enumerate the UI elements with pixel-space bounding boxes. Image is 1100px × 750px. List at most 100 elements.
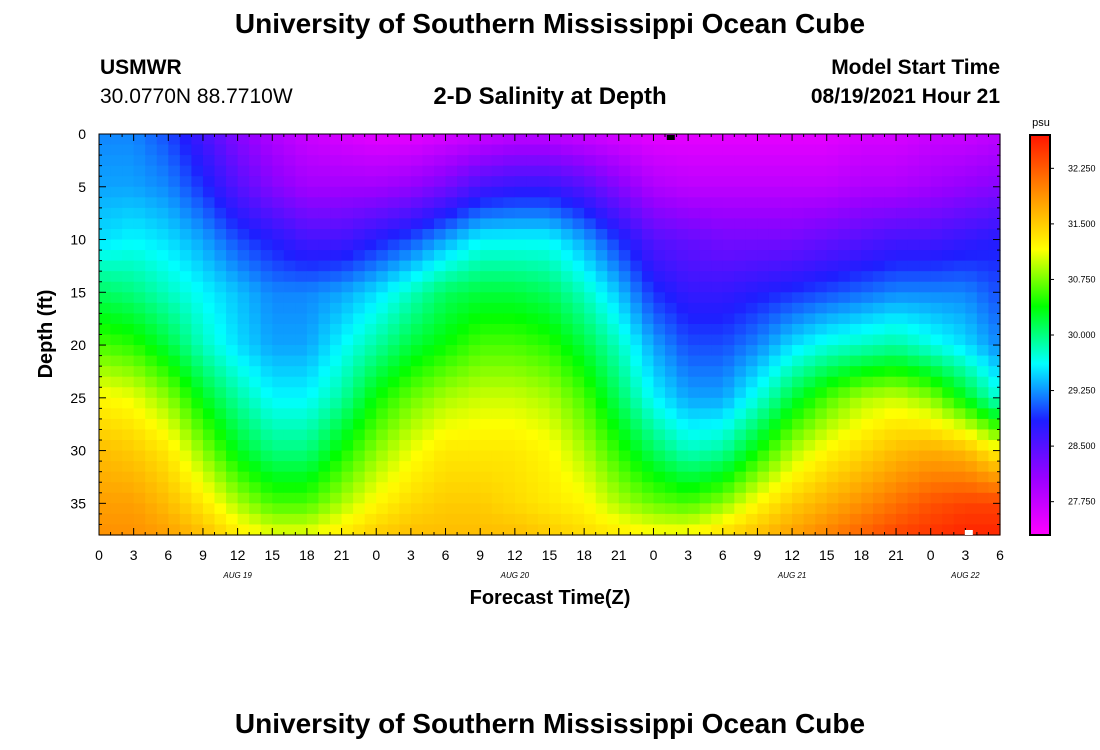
heatmap-cell	[722, 492, 735, 504]
heatmap-cell	[341, 239, 354, 251]
heatmap-cell	[99, 461, 112, 473]
heatmap-cell	[133, 260, 146, 272]
heatmap-cell	[433, 302, 447, 314]
heatmap-cell	[526, 281, 539, 293]
heatmap-cell	[734, 155, 747, 167]
heatmap-cell	[688, 418, 701, 431]
heatmap-cell	[283, 207, 296, 220]
heatmap-cell	[595, 461, 608, 473]
heatmap-cell	[699, 513, 712, 526]
heatmap-cell	[468, 292, 481, 304]
heatmap-cell	[549, 281, 562, 293]
heatmap-cell	[849, 366, 862, 378]
heatmap-cell	[699, 334, 712, 346]
heatmap-cell	[849, 323, 862, 336]
heatmap-cell	[618, 155, 631, 167]
heatmap-cell	[688, 355, 701, 367]
heatmap-cell	[607, 461, 620, 473]
heatmap-cell	[260, 134, 273, 146]
heatmap-cell	[457, 345, 470, 357]
heatmap-cell	[976, 176, 990, 188]
heatmap-cell	[145, 239, 158, 251]
heatmap-cell	[457, 450, 470, 462]
heatmap-cell	[838, 461, 851, 473]
heatmap-cell	[780, 207, 793, 220]
heatmap-cell	[468, 313, 481, 325]
heatmap-cell	[226, 471, 239, 483]
heatmap-cell	[919, 492, 932, 504]
heatmap-cell	[861, 281, 874, 293]
heatmap-cell	[110, 440, 123, 452]
heatmap-cell	[896, 271, 909, 283]
heatmap-cell	[422, 281, 435, 293]
heatmap-cell	[884, 313, 897, 325]
heatmap-cell	[468, 492, 481, 504]
heatmap-cell	[838, 207, 851, 220]
heatmap-cell	[988, 503, 1001, 515]
heatmap-cell	[665, 408, 678, 420]
heatmap-cell	[792, 239, 805, 251]
heatmap-cell	[514, 355, 527, 367]
heatmap-cell	[572, 186, 585, 198]
heatmap-cell	[826, 345, 839, 357]
heatmap-cell	[445, 366, 458, 378]
heatmap-cell	[965, 376, 978, 388]
heatmap-cell	[919, 418, 932, 431]
heatmap-cell	[491, 376, 504, 388]
heatmap-cell	[896, 461, 909, 473]
heatmap-cell	[872, 186, 886, 198]
x-tick-label: 21	[888, 547, 904, 563]
heatmap-cell	[595, 492, 608, 504]
heatmap-cell	[607, 239, 620, 251]
heatmap-cell	[711, 450, 724, 462]
heatmap-cell	[607, 165, 620, 177]
heatmap-cell	[306, 418, 320, 431]
heatmap-cell	[641, 186, 655, 198]
heatmap-cell	[630, 239, 643, 251]
heatmap-cell	[572, 271, 585, 283]
heatmap-cell	[503, 376, 516, 388]
heatmap-cell	[768, 165, 782, 177]
heatmap-cell	[838, 186, 851, 198]
heatmap-cell	[641, 134, 655, 146]
heatmap-cell	[480, 165, 493, 177]
heatmap-cell	[295, 260, 308, 272]
heatmap-cell	[110, 155, 123, 167]
heatmap-cell	[757, 176, 770, 188]
heatmap-cell	[872, 281, 886, 293]
heatmap-cell	[942, 228, 955, 241]
heatmap-cell	[272, 450, 285, 462]
heatmap-cell	[734, 292, 747, 304]
heatmap-cell	[191, 155, 204, 167]
heatmap-cell	[260, 334, 273, 346]
heatmap-cell	[330, 482, 343, 494]
heatmap-cell	[722, 155, 735, 167]
x-tick-label: 18	[299, 547, 315, 563]
heatmap-cell	[942, 144, 955, 156]
heatmap-cell	[237, 186, 250, 198]
heatmap-cell	[803, 323, 816, 336]
heatmap-cell	[341, 376, 354, 388]
heatmap-cell	[815, 176, 828, 188]
heatmap-cell	[99, 345, 112, 357]
heatmap-cell	[133, 207, 146, 220]
heatmap-cell	[341, 355, 354, 367]
heatmap-cell	[768, 408, 782, 420]
heatmap-cell	[179, 207, 193, 220]
heatmap-cell	[630, 440, 643, 452]
heatmap-cell	[641, 418, 655, 431]
heatmap-cell	[607, 260, 620, 272]
heatmap-cell	[896, 302, 909, 314]
heatmap-cell	[318, 355, 331, 367]
heatmap-cell	[699, 134, 712, 146]
heatmap-cell	[272, 281, 285, 293]
heatmap-cell	[410, 513, 424, 526]
heatmap-cell	[503, 482, 516, 494]
heatmap-cell	[641, 461, 655, 473]
heatmap-cell	[191, 355, 204, 367]
heatmap-cell	[572, 524, 585, 536]
heatmap-cell	[330, 471, 343, 483]
heatmap-cell	[745, 366, 759, 378]
heatmap-cell	[561, 408, 574, 420]
heatmap-cell	[641, 408, 655, 420]
